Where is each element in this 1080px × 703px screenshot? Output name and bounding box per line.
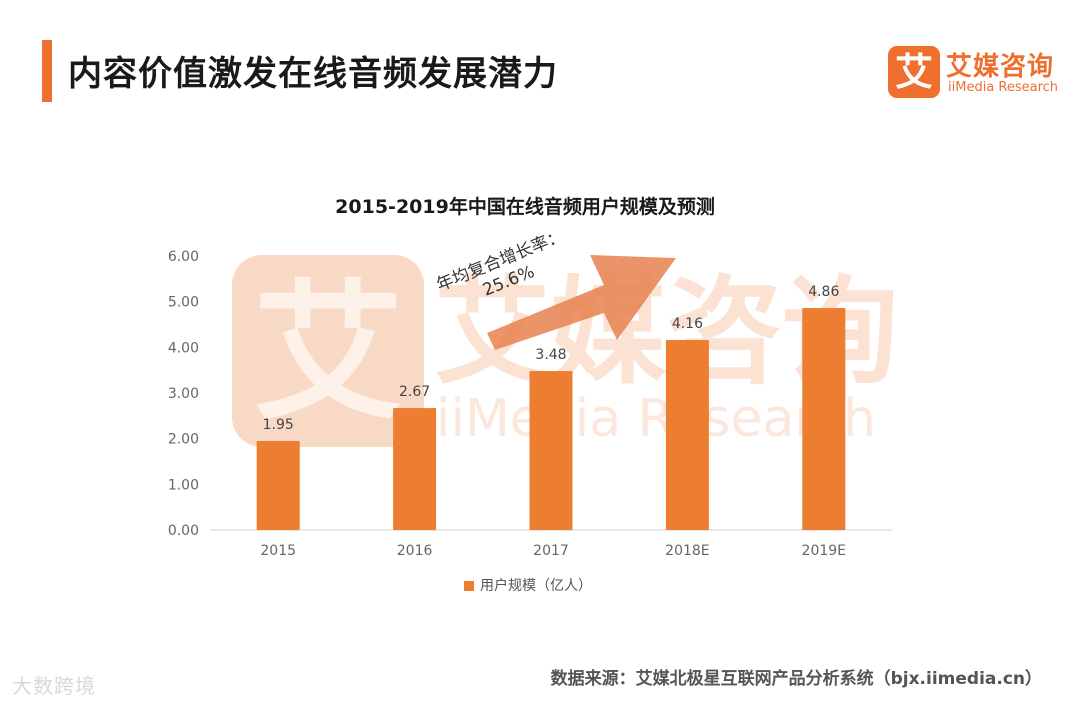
bar — [529, 371, 573, 530]
legend: 用户规模（亿人） — [464, 575, 592, 595]
bar-value-label: 1.95 — [263, 417, 294, 433]
title-accent-bar — [42, 40, 52, 102]
corner-watermark: 大数跨境 — [12, 674, 96, 698]
y-tick-label: 6.00 — [168, 249, 199, 265]
y-tick-label: 2.00 — [168, 432, 199, 448]
logo-name-en: iiMedia Research — [948, 80, 1059, 95]
y-tick-label: 3.00 — [168, 386, 199, 402]
bars: 1.95 2015 2.67 2016 3.48 2017 4.16 2018E 4.86 201… — [256, 284, 846, 559]
bar-value-label: 4.86 — [808, 284, 839, 300]
x-tick-label: 2019E — [802, 543, 846, 559]
logo-mark: 艾 — [888, 46, 940, 98]
bar-value-label: 2.67 — [399, 384, 430, 400]
bar — [256, 440, 300, 530]
legend-label: 用户规模（亿人） — [480, 578, 592, 594]
y-tick-label: 1.00 — [168, 477, 199, 493]
bar — [393, 408, 437, 530]
bar — [802, 308, 846, 530]
source-note: 数据来源：艾媒北极星互联网产品分析系统（bjx.iimedia.cn） — [550, 669, 1042, 689]
x-tick-label: 2018E — [665, 543, 709, 559]
legend-swatch — [464, 581, 474, 591]
bar — [665, 340, 709, 530]
x-tick-label: 2016 — [397, 543, 433, 559]
x-tick-label: 2015 — [260, 543, 296, 559]
bar-value-label: 3.48 — [535, 347, 566, 363]
chart-title: 2015-2019年中国在线音频用户规模及预测 — [335, 196, 715, 218]
watermark-mark-box — [232, 255, 424, 447]
bar-value-label: 4.16 — [672, 316, 703, 332]
logo-name-cn: 艾媒咨询 — [946, 52, 1055, 82]
growth-arrow — [487, 255, 676, 350]
x-tick-label: 2017 — [533, 543, 569, 559]
y-tick-label: 5.00 — [168, 295, 199, 311]
brand-logo: 艾 艾媒咨询 iiMedia Research — [888, 46, 1068, 102]
y-tick-label: 4.00 — [168, 340, 199, 356]
page-title: 内容价值激发在线音频发展潜力 — [68, 54, 558, 94]
y-tick-label: 0.00 — [168, 523, 199, 539]
watermark-mark-glyph: 艾 — [253, 267, 403, 441]
